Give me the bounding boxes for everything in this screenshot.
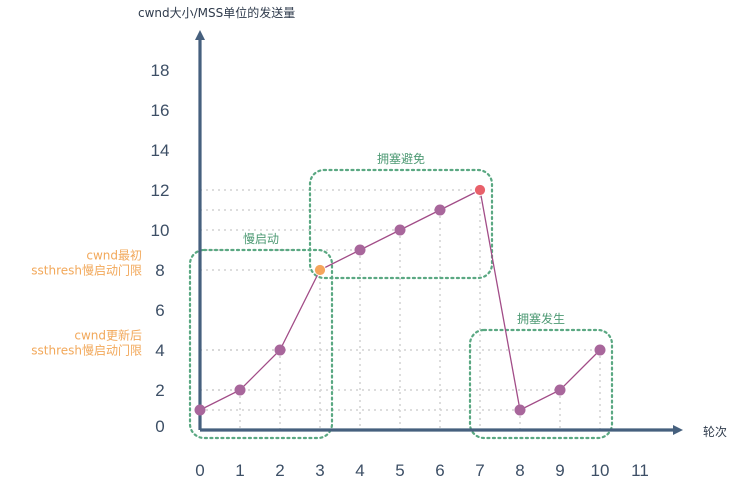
x-axis-label: 轮次 (703, 425, 727, 439)
y-tick-label: 10 (151, 221, 170, 240)
data-point (394, 224, 406, 236)
x-tick-label: 0 (195, 461, 204, 480)
y-tick-label: 2 (155, 381, 164, 400)
data-point (514, 404, 526, 416)
x-tick-label: 3 (315, 461, 324, 480)
x-tick-label: 2 (275, 461, 284, 480)
y-tick-label: 18 (151, 61, 170, 80)
annotation-line: ssthresh慢启动门限 (31, 343, 142, 358)
data-point (434, 204, 446, 216)
data-point (594, 344, 606, 356)
data-point (194, 404, 206, 416)
region-title: 拥塞避免 (377, 151, 425, 166)
y-tick-label: 16 (151, 101, 170, 120)
annotation-line: cwnd最初 (86, 249, 142, 263)
x-tick-label: 7 (475, 461, 484, 480)
x-tick-label: 8 (515, 461, 524, 480)
region-title: 拥塞发生 (517, 311, 565, 326)
data-point (474, 184, 486, 196)
data-point (314, 264, 326, 276)
data-point (274, 344, 286, 356)
y-tick-label: 6 (155, 301, 164, 320)
y-tick-label: 4 (155, 341, 164, 360)
data-point (234, 384, 246, 396)
series-polyline (199, 189, 601, 411)
axes (195, 30, 683, 435)
x-tick-label: 6 (435, 461, 444, 480)
y-axis-ticks: 0 2 4 6 8 10 12 14 16 18 (151, 61, 170, 436)
x-tick-label: 4 (355, 461, 364, 480)
y-tick-label: 0 (155, 417, 164, 436)
guide-lines (200, 189, 601, 430)
region-box (468, 328, 614, 440)
x-tick-label: 5 (395, 461, 404, 480)
x-tick-label: 10 (591, 461, 610, 480)
region-box (308, 168, 494, 280)
data-points (194, 184, 606, 416)
y-axis-label: cwnd大小/MSS单位的发送量 (138, 5, 295, 20)
y-tick-label: 14 (151, 141, 170, 160)
x-axis-ticks: 0 1 2 3 4 5 6 7 8 9 10 11 (195, 461, 649, 480)
x-tick-label: 1 (235, 461, 244, 480)
region-title: 慢启动 (243, 232, 279, 246)
x-tick-label: 9 (555, 461, 564, 480)
annotation-line: cwnd更新后 (74, 328, 142, 343)
annotation-line: ssthresh慢启动门限 (31, 263, 142, 278)
region-box (188, 248, 334, 440)
series-line (199, 189, 601, 411)
y-tick-label: 8 (155, 261, 164, 280)
y-tick-label: 12 (151, 181, 170, 200)
x-tick-label: 11 (631, 461, 649, 480)
data-point (354, 244, 366, 256)
data-point (554, 384, 566, 396)
